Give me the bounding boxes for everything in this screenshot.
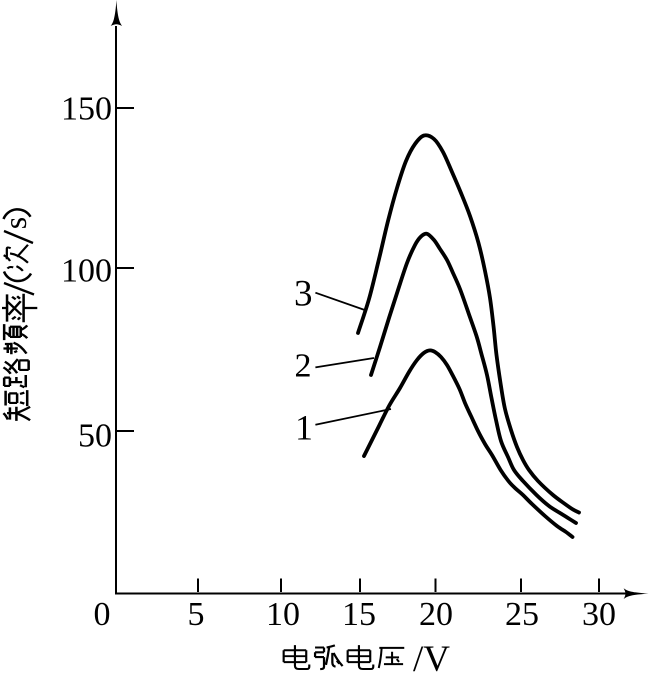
- svg-text:10: 10: [266, 596, 300, 633]
- svg-text:20: 20: [419, 596, 453, 633]
- svg-text:100: 100: [61, 253, 112, 290]
- svg-text:s: s: [0, 217, 33, 229]
- svg-text:15: 15: [342, 596, 376, 633]
- svg-text:5: 5: [188, 596, 205, 633]
- svg-text:3: 3: [294, 274, 313, 315]
- svg-text:30: 30: [582, 596, 616, 633]
- svg-text:0: 0: [94, 596, 111, 633]
- svg-text:1: 1: [295, 408, 313, 448]
- svg-text:50: 50: [78, 418, 112, 455]
- svg-text:2: 2: [295, 348, 312, 385]
- svg-text:25: 25: [505, 596, 539, 633]
- svg-text:150: 150: [61, 91, 112, 128]
- svg-text:/V: /V: [413, 639, 450, 675]
